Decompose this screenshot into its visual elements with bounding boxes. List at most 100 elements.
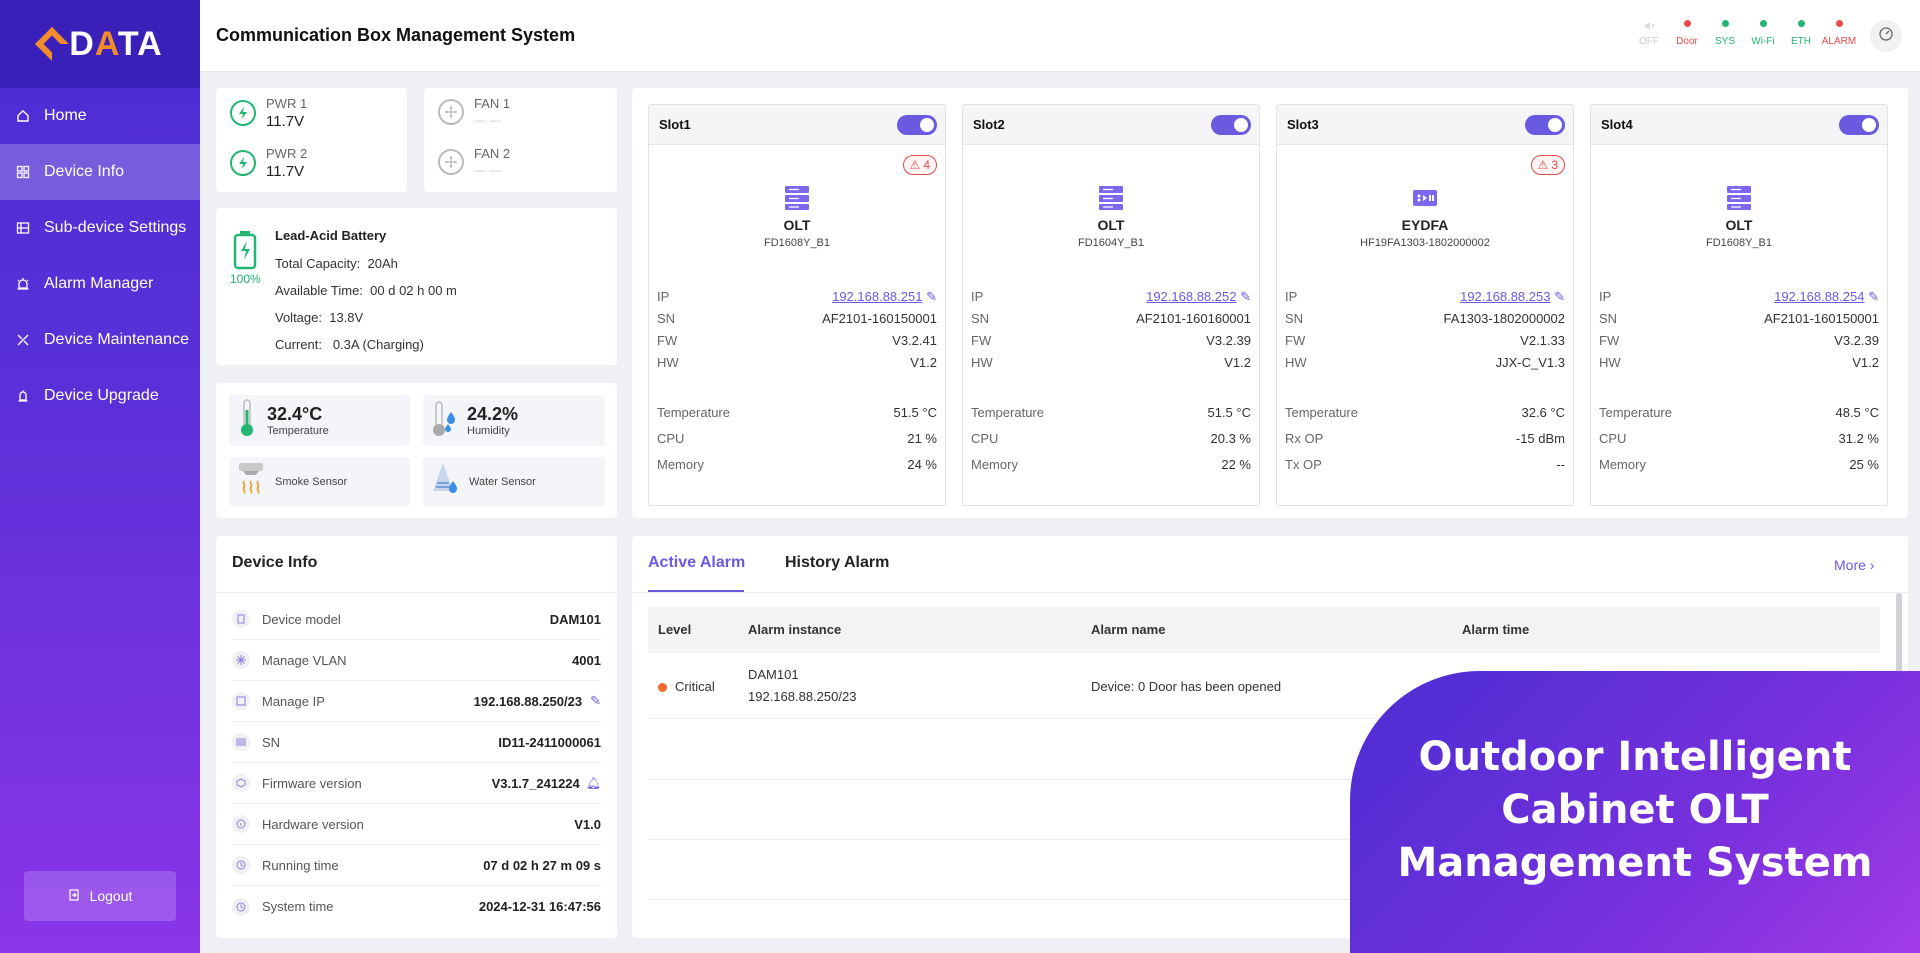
fan-icon	[438, 148, 464, 175]
battery-icon	[232, 230, 258, 270]
alarm-instance-ip: 192.168.88.250/23	[748, 689, 857, 704]
tab-history-alarm[interactable]: History Alarm	[785, 554, 890, 571]
sidebar-item-label: Device Info	[44, 163, 125, 180]
hardware-row: Hardware version V1.0	[232, 804, 601, 845]
power-card: PWR 1 11.7V PWR 2 11.7V	[216, 88, 407, 192]
slot-ip-row: IP 192.168.88.252 ✎	[971, 289, 1251, 304]
status-door: Door	[1668, 20, 1706, 47]
slot-stat-row: Memory 24 %	[657, 457, 937, 472]
table-row[interactable]: Critical DAM101 192.168.88.250/23 Device…	[648, 653, 1880, 719]
sidebar-item-label: Sub-device Settings	[44, 219, 187, 236]
server-icon	[784, 185, 810, 211]
smoke-sensor: Smoke Sensor	[229, 457, 410, 506]
cube-icon	[232, 774, 250, 792]
bell-icon[interactable]: 🔔︎	[585, 776, 601, 790]
status-alarm: ALARM	[1820, 20, 1858, 47]
device-model: HF19FA1303-1802000002	[1360, 237, 1490, 249]
edit-icon[interactable]: ✎	[1868, 289, 1879, 304]
slot-name: Slot4	[1601, 117, 1633, 132]
dashboard-settings-button[interactable]	[1870, 20, 1902, 52]
sn-row: SN ID11-2411000061	[232, 722, 601, 763]
device-model: FD1608Y_B1	[763, 237, 831, 249]
slot-stat-row: Memory 25 %	[1599, 457, 1879, 472]
active-tab-underline	[648, 590, 744, 592]
sensors-card: 32.4°C Temperature 24.2% Humidity Smoke Se…	[216, 383, 617, 518]
device-model-row: Device model DAM101	[232, 599, 601, 640]
slot-ip-link[interactable]: 192.168.88.254	[1774, 289, 1865, 304]
slot-ip-link[interactable]: 192.168.88.252	[1146, 289, 1237, 304]
server-icon	[1098, 185, 1124, 211]
siren-icon: ⚠	[909, 158, 921, 172]
slot-4-panel: Slot4 OLT FD1608Y_B1 IP 192.168.88.254 ✎ …	[1590, 104, 1888, 506]
slot-hw-row: HW JJX-C_V1.3	[1285, 355, 1565, 370]
fan1-row: FAN 1— —	[438, 96, 510, 127]
sidebar-item-home[interactable]: Home	[0, 88, 200, 144]
server-icon	[1726, 185, 1752, 211]
alarm-instance-name: DAM101	[748, 667, 799, 682]
logout-button[interactable]: Logout	[24, 871, 176, 921]
sidebar-item-label: Device Maintenance	[44, 331, 189, 348]
slot-stat-row: Tx OP --	[1285, 457, 1565, 472]
power-icon	[230, 100, 256, 126]
slot-sn-row: SN AF2101-160150001	[1599, 311, 1879, 326]
door-status-dot	[1683, 20, 1691, 27]
col-alarm-name: Alarm name	[1091, 622, 1166, 637]
slot-alarm-badge[interactable]: ⚠ 4	[902, 155, 937, 175]
slot-stat-row: CPU 31.2 %	[1599, 431, 1879, 446]
sidebar: DATA Home Device Info Sub-device Setting…	[0, 0, 200, 953]
scrollbar[interactable]	[1896, 593, 1902, 673]
ip-icon	[232, 692, 250, 710]
water-leak-icon	[431, 461, 459, 502]
amplifier-icon	[1412, 185, 1438, 211]
snowflake-icon	[232, 651, 250, 669]
tools-icon	[16, 333, 30, 347]
slot-ip-link[interactable]: 192.168.88.253	[1460, 289, 1551, 304]
barcode-icon	[232, 733, 250, 751]
humidity-sensor: 24.2% Humidity	[423, 395, 605, 446]
alarm-table-header	[648, 607, 1880, 653]
slot-alarm-badge[interactable]: ⚠ 3	[1530, 155, 1565, 175]
edit-icon[interactable]: ✎	[926, 289, 937, 304]
status-sys: SYS	[1706, 20, 1744, 47]
slot-2-toggle[interactable]	[1211, 114, 1251, 135]
grid-icon	[16, 165, 30, 179]
pwr2-row: PWR 2 11.7V	[230, 146, 307, 180]
status-off: OFF	[1630, 20, 1668, 47]
promo-banner: Outdoor Intelligent Cabinet OLT Manageme…	[1350, 671, 1920, 953]
sidebar-item-sub-device-settings[interactable]: Sub-device Settings	[0, 200, 200, 256]
slot-ip-link[interactable]: 192.168.88.251	[832, 289, 923, 304]
info-icon	[232, 815, 250, 833]
battery-percent: 100%	[230, 272, 261, 286]
more-link[interactable]: More ›	[1834, 557, 1875, 573]
tab-active-alarm[interactable]: Active Alarm	[648, 554, 746, 571]
upgrade-icon	[16, 389, 30, 403]
edit-icon[interactable]: ✎	[1554, 289, 1565, 304]
edit-icon[interactable]: ✎	[1240, 289, 1251, 304]
col-level: Level	[658, 622, 692, 637]
slot-3-toggle[interactable]	[1525, 114, 1565, 135]
sidebar-item-label: Alarm Manager	[44, 275, 154, 292]
sidebar-item-device-upgrade[interactable]: Device Upgrade	[0, 368, 200, 424]
wifi-status-dot	[1759, 20, 1767, 27]
slot-fw-row: FW V3.2.41	[657, 333, 937, 348]
document-icon	[232, 610, 250, 628]
clock-icon	[232, 897, 250, 916]
water-sensor: Water Sensor	[423, 457, 605, 506]
alarm-name: Device: 0 Door has been opened	[1091, 679, 1282, 694]
slot-name: Slot1	[659, 117, 691, 132]
edit-ip-icon[interactable]: ✎	[590, 693, 601, 708]
sidebar-item-device-info[interactable]: Device Info	[0, 144, 200, 200]
status-eth: ETH	[1782, 20, 1820, 47]
critical-dot	[658, 683, 667, 692]
sys-status-dot	[1721, 20, 1729, 27]
eth-status-dot	[1797, 20, 1805, 27]
slot-1-toggle[interactable]	[897, 114, 937, 135]
slot-fw-row: FW V2.1.33	[1285, 333, 1565, 348]
settings-list-icon	[16, 221, 30, 235]
pwr1-row: PWR 1 11.7V	[230, 96, 307, 130]
sidebar-item-device-maintenance[interactable]: Device Maintenance	[0, 312, 200, 368]
slot-4-toggle[interactable]	[1839, 114, 1879, 135]
fan-card: FAN 1— — FAN 2— —	[424, 88, 617, 192]
sidebar-item-alarm-manager[interactable]: Alarm Manager	[0, 256, 200, 312]
battery-capacity: Total Capacity: 20Ah	[275, 256, 398, 271]
